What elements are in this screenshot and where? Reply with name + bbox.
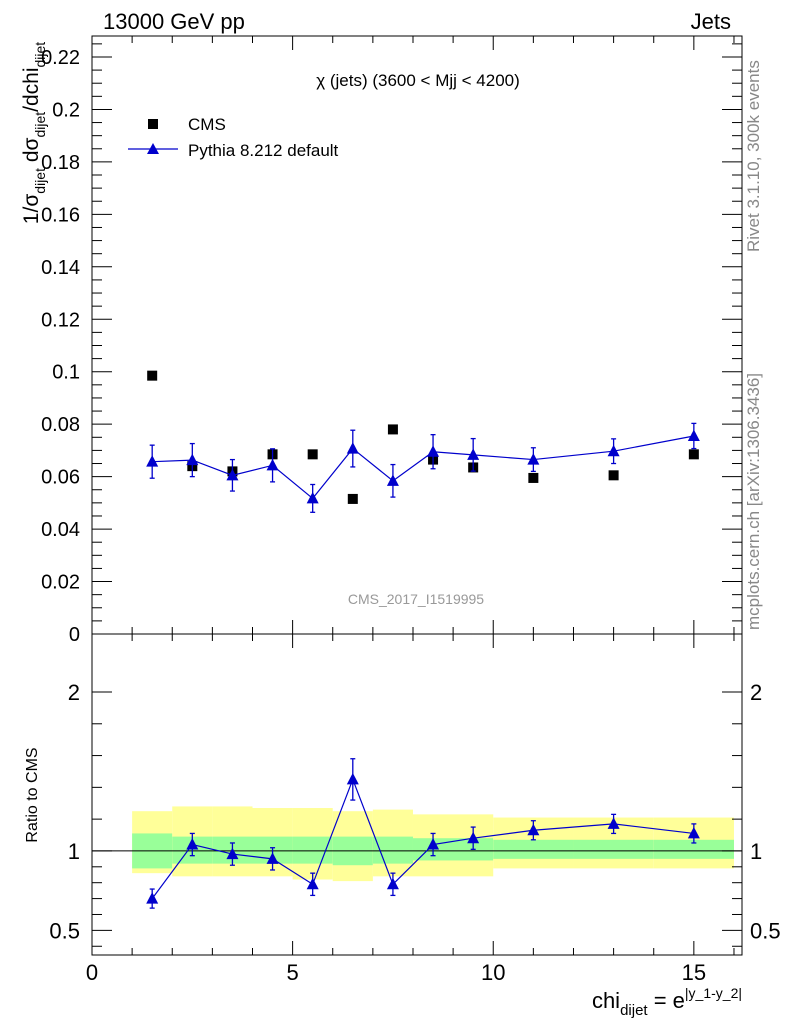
main-y-tick-label: 0.2 — [52, 99, 80, 121]
ratio-inner-band — [493, 839, 574, 859]
cms-data-point — [147, 370, 158, 381]
ratio-pythia-point — [306, 877, 319, 890]
x-tick-label: 5 — [286, 960, 298, 985]
plot-title: χ (jets) (3600 < Mjj < 4200) — [316, 71, 520, 90]
main-y-tick-label: 0.08 — [41, 414, 80, 436]
pythia-data-point — [226, 468, 239, 481]
ratio-y-tick-label: 2 — [68, 680, 80, 705]
ratio-pythia-point — [186, 838, 199, 850]
main-y-tick-label: 0.18 — [41, 152, 80, 174]
legend-pythia-marker — [147, 143, 159, 154]
main-y-tick-label: 0.12 — [41, 309, 80, 331]
ratio-y-tick-label-right: 0.5 — [750, 918, 781, 943]
main-y-tick-label: 0.06 — [41, 467, 80, 489]
ratio-plot-frame — [91, 633, 743, 956]
pythia-data-point — [266, 458, 279, 471]
ratio-inner-band — [573, 839, 654, 859]
pythia-data-point — [687, 429, 700, 441]
ratio-pythia-point — [386, 877, 399, 890]
main-y-tick-label: 0.02 — [41, 572, 80, 594]
ratio-pythia-point — [226, 847, 239, 860]
ratio-y-tick-label-right: 1 — [750, 839, 762, 864]
ratio-pythia-point — [427, 838, 440, 850]
legend-pythia-label: Pythia 8.212 default — [188, 141, 339, 160]
main-y-tick-label: 0 — [69, 624, 80, 646]
cms-data-point — [528, 472, 539, 483]
ratio-pythia-point — [687, 826, 700, 839]
header-process-label: 13000 GeV pp — [103, 9, 245, 34]
ratio-y-axis-label: Ratio to CMS — [24, 747, 41, 842]
ratio-y-tick-label: 0.5 — [49, 918, 80, 943]
pythia-data-point — [186, 453, 199, 466]
mcplots-reference-label: mcplots.cern.ch [arXiv:1306.3436] — [744, 372, 763, 630]
main-y-tick-label: 0.04 — [41, 519, 80, 541]
header-observable-label: Jets — [691, 9, 731, 34]
x-axis-label: chidijet = e|y_1-y_2| — [592, 985, 742, 1019]
pythia-data-point — [386, 474, 399, 486]
analysis-watermark: CMS_2017_I1519995 — [348, 591, 484, 607]
pythia-data-point — [146, 455, 159, 467]
main-y-tick-label: 0.14 — [41, 257, 80, 279]
x-tick-label: 15 — [682, 960, 706, 985]
ratio-pythia-point — [146, 892, 159, 904]
cms-data-point — [347, 493, 358, 504]
ratio-y-tick-label-right: 2 — [750, 680, 762, 705]
main-y-tick-label: 0.16 — [41, 204, 80, 226]
pythia-data-point — [607, 444, 620, 457]
ratio-pythia-line — [151, 777, 694, 899]
pythia-data-point — [427, 445, 440, 457]
ratio-y-tick-label: 1 — [68, 839, 80, 864]
ratio-inner-band — [292, 836, 333, 864]
legend: CMS Pythia 8.212 default — [128, 115, 339, 160]
ratio-pythia-point — [607, 817, 620, 829]
ratio-pythia-point — [467, 831, 480, 844]
ratio-pythia-point — [527, 823, 540, 836]
pythia-data-point — [346, 442, 359, 454]
x-tick-label: 10 — [481, 960, 505, 985]
ratio-pythia-point — [266, 852, 279, 864]
main-y-axis-label: 1/σdijet dσdijet/dchidijet — [20, 42, 48, 224]
legend-cms-marker — [148, 119, 158, 129]
ratio-pythia-point — [346, 772, 359, 785]
pythia-line — [152, 435, 694, 500]
pythia-data-point — [306, 491, 319, 504]
ratio-inner-band — [653, 839, 734, 859]
cms-data-point — [387, 424, 398, 435]
rivet-version-label: Rivet 3.1.10, 300k events — [744, 60, 763, 252]
main-y-tick-label: 0.1 — [52, 362, 80, 384]
cms-data-point — [307, 449, 318, 460]
cms-data-point — [608, 470, 619, 481]
pythia-data-point — [527, 453, 540, 465]
main-y-tick-label: 0.22 — [41, 47, 80, 69]
x-tick-label: 0 — [86, 960, 98, 985]
pythia-data-point — [467, 448, 480, 460]
ratio-inner-band — [372, 836, 413, 864]
cms-data-point — [688, 449, 699, 460]
legend-cms-label: CMS — [188, 115, 226, 134]
